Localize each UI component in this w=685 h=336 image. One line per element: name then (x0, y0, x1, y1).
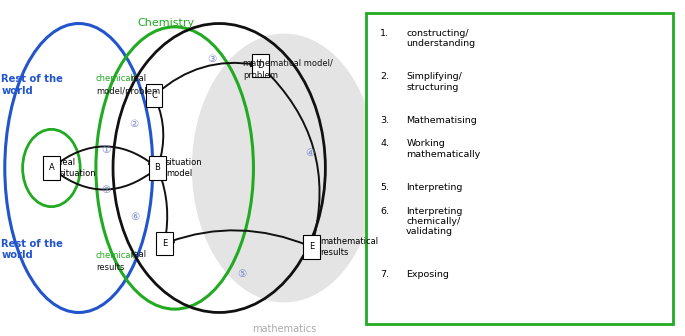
Text: ①: ① (101, 144, 111, 155)
Text: results: results (96, 263, 124, 272)
Text: real: real (130, 74, 147, 83)
Text: Rest of the
world: Rest of the world (1, 239, 63, 260)
Text: mathematical model/: mathematical model/ (243, 59, 333, 68)
Text: ⑤: ⑤ (237, 269, 247, 279)
Text: ⑥: ⑥ (130, 212, 140, 222)
Text: E: E (162, 239, 167, 248)
Text: D: D (257, 61, 264, 70)
Text: Chemistry: Chemistry (137, 18, 194, 29)
Text: Exposing: Exposing (406, 270, 449, 280)
Ellipse shape (192, 34, 377, 302)
Text: mathematical
results: mathematical results (320, 237, 378, 257)
Text: Simplifying/
structuring: Simplifying/ structuring (406, 72, 462, 92)
FancyBboxPatch shape (252, 54, 269, 77)
FancyBboxPatch shape (156, 232, 173, 255)
Text: ⑦: ⑦ (101, 185, 111, 195)
Text: Interpreting
chemically/
validating: Interpreting chemically/ validating (406, 207, 462, 237)
FancyBboxPatch shape (43, 157, 60, 179)
Text: problem: problem (243, 71, 278, 80)
Text: 5.: 5. (380, 183, 389, 192)
Text: B: B (155, 164, 160, 172)
Text: real: real (130, 250, 147, 259)
Text: 7.: 7. (380, 270, 389, 280)
FancyBboxPatch shape (303, 235, 320, 259)
FancyBboxPatch shape (146, 84, 162, 108)
Text: situation
model: situation model (166, 158, 202, 178)
Text: C: C (151, 91, 157, 100)
Text: 1.: 1. (380, 29, 389, 38)
Text: Interpreting: Interpreting (406, 183, 462, 192)
Text: 3.: 3. (380, 116, 389, 125)
Text: Working
mathematically: Working mathematically (406, 139, 480, 159)
Text: model/problem: model/problem (96, 87, 160, 96)
Text: Mathematising: Mathematising (406, 116, 477, 125)
Text: E: E (309, 243, 314, 251)
Text: ②: ② (129, 119, 138, 129)
Text: ③: ③ (208, 54, 217, 64)
Text: chemical/: chemical/ (96, 250, 136, 259)
Text: chemical/: chemical/ (96, 74, 136, 83)
Text: mathematics: mathematics (252, 324, 316, 334)
Text: 4.: 4. (380, 139, 389, 149)
Text: constructing/
understanding: constructing/ understanding (406, 29, 475, 48)
FancyBboxPatch shape (366, 13, 673, 324)
Text: 6.: 6. (380, 207, 389, 216)
Text: ④: ④ (306, 148, 315, 158)
FancyBboxPatch shape (149, 157, 166, 179)
Text: Rest of the
world: Rest of the world (1, 74, 63, 95)
Text: real
situation: real situation (60, 158, 96, 178)
Text: 2.: 2. (380, 72, 389, 81)
Text: A: A (49, 164, 54, 172)
